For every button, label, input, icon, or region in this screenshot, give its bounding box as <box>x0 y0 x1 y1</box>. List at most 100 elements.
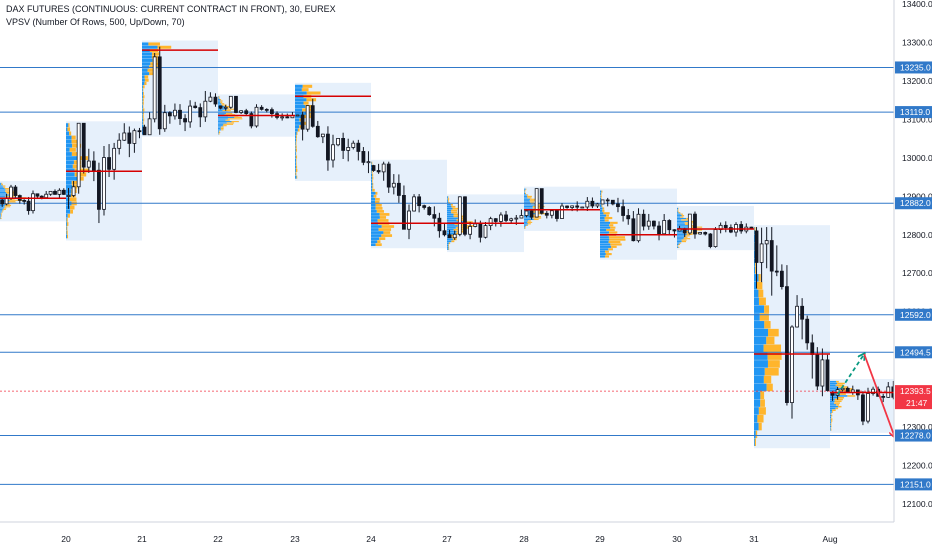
candle-body <box>351 142 356 148</box>
x-tick-label: 22 <box>213 534 223 544</box>
profile-bar-down <box>759 313 769 321</box>
profile-bar-down <box>143 124 145 128</box>
profile-bar-down <box>296 175 298 179</box>
candle-body <box>91 160 96 171</box>
candle-body <box>31 193 35 212</box>
profile-bar-up <box>142 68 148 72</box>
price-axis[interactable]: 13400.0 13300.0 13200.0 13100.0 13000.0 12900… <box>893 0 932 550</box>
profile-bar-down <box>830 420 833 422</box>
profile-bar-down <box>447 196 449 198</box>
profile-bar-up <box>830 411 832 413</box>
profile-bar-up <box>677 236 685 238</box>
candle-body <box>35 193 40 197</box>
profile-bar-up <box>677 226 692 228</box>
profile-bar-down <box>834 398 843 401</box>
profile-bar-up <box>524 205 533 208</box>
profile-bar-down <box>601 190 603 193</box>
candle-body <box>621 206 625 216</box>
profile-bar-up <box>677 233 687 235</box>
profile-bar-up <box>600 197 602 200</box>
profile-bar-up <box>830 414 832 417</box>
profile-bar-up <box>371 197 376 201</box>
profile-bar-up <box>830 421 831 424</box>
profile-bar-down <box>678 243 680 246</box>
profile-bar-up <box>754 438 755 447</box>
profile-bar-up <box>142 131 144 135</box>
profile-bar-up <box>754 360 768 368</box>
candle-body <box>785 286 789 403</box>
profile-bar-down <box>372 182 374 186</box>
profile-bar-up <box>600 245 612 248</box>
candle-body <box>514 217 519 220</box>
profile-bar-down <box>3 186 6 188</box>
candle-body <box>137 130 142 133</box>
profile-bar-down <box>452 207 459 210</box>
profile-bar-up <box>524 226 525 228</box>
profile-bar-up <box>0 211 2 213</box>
candle-body <box>769 240 774 272</box>
profile-bar-up <box>677 212 679 214</box>
profile-bar-down <box>681 215 685 217</box>
profile-bar-up <box>371 170 372 174</box>
candle-body <box>244 110 249 114</box>
profile-bar-down <box>604 255 609 258</box>
support-resistance-levels[interactable] <box>0 66 894 485</box>
profile-bar-down <box>530 214 538 216</box>
candle-body <box>315 125 320 138</box>
profile-bar-up <box>830 384 836 386</box>
candle-body <box>800 305 805 320</box>
candle-body <box>371 165 376 171</box>
profile-bar-up <box>677 213 681 215</box>
y-tick-label: 12800.0 <box>902 230 932 240</box>
profile-bar-down <box>221 129 224 131</box>
profile-bar-up <box>677 209 678 211</box>
profile-bar-up <box>0 216 1 218</box>
profile-bar-up <box>142 108 143 112</box>
profile-bar-up <box>218 123 224 125</box>
profile-bar-down <box>142 101 144 105</box>
profile-bar-up <box>447 219 457 222</box>
candle-body <box>107 157 111 170</box>
profile-bar-up <box>754 383 767 392</box>
profile-bar-up <box>600 253 606 256</box>
profile-bar-up <box>447 223 455 225</box>
candle-body <box>44 193 49 199</box>
profile-bar-down <box>451 240 455 243</box>
profile-bar-up <box>754 289 759 298</box>
profile-bar-up <box>830 395 848 397</box>
candle-body <box>97 169 101 210</box>
profile-bar-down <box>383 231 391 234</box>
profile-bar-up <box>0 193 7 195</box>
x-tick-label: 29 <box>595 534 605 544</box>
profile-bar-up <box>218 114 225 116</box>
candle-body <box>122 132 127 141</box>
profile-bar-down <box>609 231 618 234</box>
profile-bar-up <box>0 215 2 217</box>
x-tick-label: 31 <box>749 534 759 544</box>
profile-bar-up <box>830 380 837 383</box>
profile-bar-up <box>218 96 219 98</box>
profile-bar-down <box>295 148 297 152</box>
profile-bar-down <box>830 423 832 426</box>
profile-bar-up <box>677 207 679 209</box>
profile-bar-up <box>754 352 768 360</box>
profile-bar-up <box>142 114 143 118</box>
profile-bar-up <box>0 184 2 186</box>
profile-bar-up <box>754 422 759 431</box>
profile-bar-down <box>1 215 2 217</box>
profile-bar-up <box>66 213 68 218</box>
candle-body <box>71 186 76 196</box>
profile-bar-down <box>760 391 765 400</box>
profile-bar-down <box>525 188 527 190</box>
profile-bar-up <box>524 190 525 192</box>
profile-bar-down <box>448 248 450 250</box>
profile-bar-down <box>678 246 680 248</box>
time-axis[interactable]: 20 21 22 23 24 27 28 29 30 31 Aug <box>0 521 894 550</box>
profile-bar-up <box>524 204 535 206</box>
profile-bar-up <box>447 205 452 208</box>
profile-bar-down <box>221 103 225 105</box>
profile-bar-up <box>66 143 73 148</box>
profile-bar-down <box>142 108 145 112</box>
candle-body <box>565 205 569 208</box>
